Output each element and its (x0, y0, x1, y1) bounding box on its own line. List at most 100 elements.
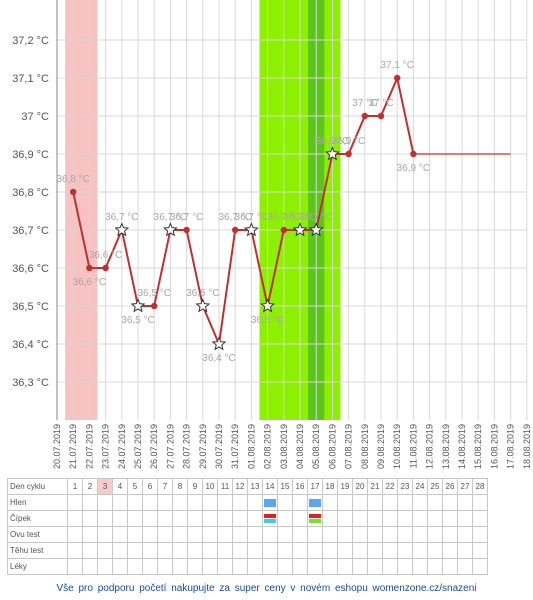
table-cell[interactable] (172, 494, 188, 511)
table-cell[interactable] (337, 526, 353, 543)
table-cell[interactable] (112, 558, 128, 575)
table-cell[interactable] (127, 526, 143, 543)
table-cell[interactable] (247, 526, 263, 543)
table-cell[interactable] (337, 510, 353, 527)
table-cell[interactable] (217, 494, 233, 511)
table-cell[interactable] (262, 542, 278, 559)
table-cell[interactable] (97, 510, 113, 527)
table-cell[interactable] (277, 526, 293, 543)
table-cell[interactable] (262, 510, 278, 527)
table-cell[interactable] (67, 494, 83, 511)
table-cell[interactable] (307, 510, 323, 527)
table-cell[interactable] (382, 526, 398, 543)
table-cell[interactable] (247, 510, 263, 527)
table-cell[interactable] (472, 542, 488, 559)
table-cell[interactable] (472, 494, 488, 511)
table-cell[interactable] (142, 510, 158, 527)
table-cell[interactable] (97, 542, 113, 559)
table-cell[interactable] (472, 526, 488, 543)
table-cell[interactable] (187, 526, 203, 543)
table-cell[interactable] (262, 526, 278, 543)
table-cell[interactable] (352, 558, 368, 575)
table-cell[interactable] (322, 526, 338, 543)
table-cell[interactable] (277, 494, 293, 511)
table-cell[interactable] (157, 494, 173, 511)
table-cell[interactable] (82, 526, 98, 543)
table-cell[interactable] (187, 558, 203, 575)
table-cell[interactable] (127, 558, 143, 575)
table-cell[interactable] (352, 494, 368, 511)
table-cell[interactable] (472, 510, 488, 527)
table-cell[interactable] (457, 558, 473, 575)
table-cell[interactable] (82, 542, 98, 559)
table-cell[interactable] (337, 494, 353, 511)
table-cell[interactable] (202, 526, 218, 543)
table-cell[interactable] (442, 542, 458, 559)
table-cell[interactable] (322, 542, 338, 559)
table-cell[interactable] (307, 526, 323, 543)
table-cell[interactable] (412, 494, 428, 511)
table-cell[interactable] (217, 558, 233, 575)
table-cell[interactable] (382, 542, 398, 559)
table-cell[interactable] (412, 526, 428, 543)
table-cell[interactable] (142, 542, 158, 559)
table-cell[interactable] (172, 542, 188, 559)
table-cell[interactable] (292, 526, 308, 543)
table-cell[interactable] (202, 494, 218, 511)
table-cell[interactable] (457, 510, 473, 527)
table-cell[interactable] (217, 542, 233, 559)
table-cell[interactable] (397, 542, 413, 559)
table-cell[interactable] (202, 510, 218, 527)
table-cell[interactable] (217, 526, 233, 543)
table-cell[interactable] (307, 558, 323, 575)
table-cell[interactable] (427, 526, 443, 543)
table-cell[interactable] (322, 558, 338, 575)
table-cell[interactable] (232, 542, 248, 559)
table-cell[interactable] (112, 494, 128, 511)
table-cell[interactable] (172, 526, 188, 543)
table-cell[interactable] (457, 494, 473, 511)
table-cell[interactable] (67, 510, 83, 527)
table-cell[interactable] (397, 494, 413, 511)
table-cell[interactable] (157, 542, 173, 559)
table-cell[interactable] (127, 542, 143, 559)
table-cell[interactable] (442, 510, 458, 527)
table-cell[interactable] (247, 542, 263, 559)
table-cell[interactable] (442, 558, 458, 575)
table-cell[interactable] (397, 526, 413, 543)
table-cell[interactable] (247, 558, 263, 575)
table-cell[interactable] (397, 510, 413, 527)
table-cell[interactable] (202, 558, 218, 575)
table-cell[interactable] (112, 510, 128, 527)
table-cell[interactable] (232, 526, 248, 543)
table-cell[interactable] (97, 558, 113, 575)
table-cell[interactable] (412, 558, 428, 575)
table-cell[interactable] (427, 542, 443, 559)
table-cell[interactable] (322, 510, 338, 527)
table-cell[interactable] (442, 526, 458, 543)
table-cell[interactable] (82, 558, 98, 575)
table-cell[interactable] (232, 494, 248, 511)
table-cell[interactable] (427, 510, 443, 527)
table-cell[interactable] (142, 494, 158, 511)
table-cell[interactable] (157, 510, 173, 527)
table-cell[interactable] (367, 558, 383, 575)
table-cell[interactable] (157, 526, 173, 543)
table-cell[interactable] (322, 494, 338, 511)
table-cell[interactable] (292, 510, 308, 527)
table-cell[interactable] (232, 510, 248, 527)
table-cell[interactable] (262, 558, 278, 575)
table-cell[interactable] (217, 510, 233, 527)
table-cell[interactable] (187, 494, 203, 511)
table-cell[interactable] (202, 542, 218, 559)
table-cell[interactable] (427, 494, 443, 511)
table-cell[interactable] (232, 558, 248, 575)
table-cell[interactable] (337, 558, 353, 575)
table-cell[interactable] (457, 542, 473, 559)
table-cell[interactable] (352, 510, 368, 527)
table-cell[interactable] (472, 558, 488, 575)
table-cell[interactable] (352, 542, 368, 559)
table-cell[interactable] (97, 494, 113, 511)
table-cell[interactable] (67, 558, 83, 575)
table-cell[interactable] (112, 542, 128, 559)
